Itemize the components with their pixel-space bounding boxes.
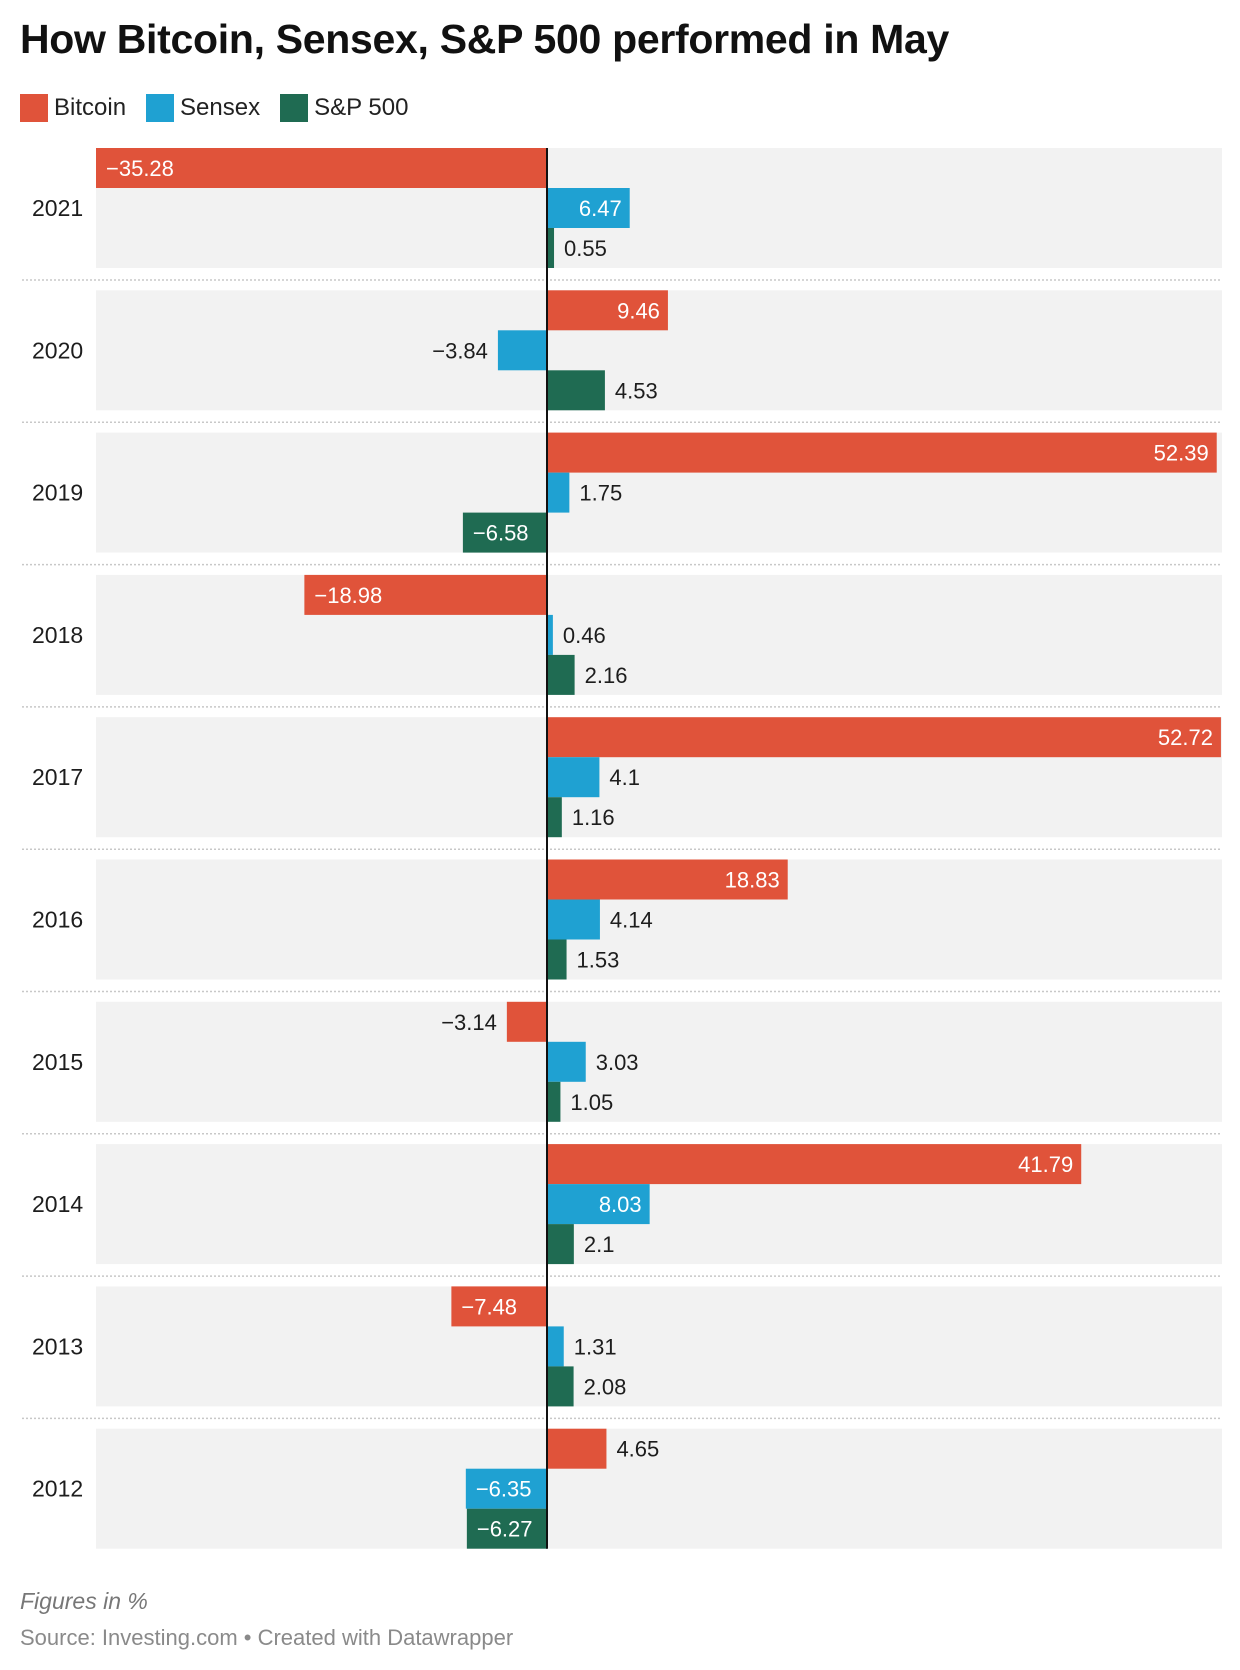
bar-sp500 <box>547 370 605 411</box>
category-label: 2020 <box>32 337 83 363</box>
bar-sp500 <box>547 1366 574 1407</box>
bar-sp500 <box>547 1224 574 1265</box>
data-label: −3.84 <box>432 338 488 363</box>
data-label: 52.39 <box>1154 441 1209 466</box>
data-label: 1.31 <box>574 1334 617 1359</box>
data-label: 41.79 <box>1018 1152 1073 1177</box>
legend-swatch-sp500 <box>280 94 309 122</box>
bar-sensex <box>547 614 553 655</box>
group-background <box>96 1001 1222 1122</box>
category-label: 2014 <box>32 1191 83 1217</box>
data-label: 1.05 <box>570 1090 613 1115</box>
bar-sensex <box>547 1326 564 1367</box>
bar-bitcoin <box>506 1001 547 1042</box>
bar-bitcoin <box>304 574 547 615</box>
legend: Bitcoin Sensex S&P 500 <box>20 94 428 122</box>
legend-label-sp500: S&P 500 <box>314 94 409 121</box>
data-label: −35.28 <box>106 156 174 181</box>
data-label: 2.16 <box>585 663 628 688</box>
bar-sensex <box>547 757 600 798</box>
bar-bitcoin <box>547 1428 607 1469</box>
data-label: −7.48 <box>461 1294 517 1319</box>
category-label: 2018 <box>32 622 83 648</box>
data-label: 3.03 <box>596 1050 639 1075</box>
data-label: 4.14 <box>610 908 653 933</box>
category-label: 2013 <box>32 1333 83 1359</box>
legend-label-sensex: Sensex <box>180 94 261 121</box>
figures-note: Figures in % <box>20 1588 148 1614</box>
category-label: 2015 <box>32 1049 83 1075</box>
bar-sensex <box>547 188 630 228</box>
data-label: −6.58 <box>473 521 529 546</box>
legend-item-bitcoin: Bitcoin <box>20 94 126 122</box>
category-label: 2017 <box>32 764 83 790</box>
legend-swatch-bitcoin <box>20 94 48 122</box>
bar-sp500 <box>547 797 562 838</box>
group-background <box>96 1286 1222 1407</box>
group-background <box>96 574 1222 695</box>
data-label: 52.72 <box>1158 725 1213 750</box>
data-label: 0.46 <box>563 623 606 648</box>
bar-sensex <box>465 1468 547 1509</box>
data-label: 18.83 <box>725 868 780 893</box>
bar-sensex <box>547 1041 586 1082</box>
bar-bitcoin <box>547 717 1221 758</box>
bar-sensex <box>547 472 570 513</box>
bar-sp500 <box>547 654 575 695</box>
legend-swatch-sensex <box>146 94 175 122</box>
data-label: 9.46 <box>617 298 660 323</box>
bar-sp500 <box>547 228 555 268</box>
bar-bitcoin <box>96 148 547 188</box>
bar-sp500 <box>462 512 547 553</box>
category-label: 2012 <box>32 1476 83 1502</box>
legend-label-bitcoin: Bitcoin <box>54 94 127 121</box>
data-label: 6.47 <box>579 196 622 221</box>
bar-bitcoin <box>451 1286 547 1327</box>
bar-bitcoin <box>547 1144 1082 1185</box>
data-label: 2.08 <box>584 1374 627 1399</box>
bar-sensex <box>547 1184 650 1225</box>
bar-sp500 <box>547 939 567 980</box>
data-label: −3.14 <box>441 1010 497 1035</box>
bar-bitcoin <box>547 432 1217 473</box>
category-label: 2019 <box>32 480 83 506</box>
data-label: 0.55 <box>564 236 607 261</box>
bar-bitcoin <box>547 859 788 900</box>
data-label: 4.65 <box>616 1437 659 1462</box>
source-credit: Source: Investing.com • Created with Dat… <box>20 1625 514 1650</box>
group-background <box>96 1428 1222 1549</box>
bar-bitcoin <box>547 290 668 331</box>
legend-item-sensex: Sensex <box>146 94 260 122</box>
data-label: −18.98 <box>314 583 382 608</box>
data-label: 1.16 <box>572 805 615 830</box>
data-label: 4.1 <box>609 765 640 790</box>
data-label: −6.35 <box>476 1477 532 1502</box>
bar-sensex <box>547 899 600 940</box>
legend-item-sp500: S&P 500 <box>280 94 408 122</box>
bar-sp500 <box>466 1508 547 1549</box>
category-label: 2021 <box>32 195 83 221</box>
bar-sensex <box>497 330 547 371</box>
category-label: 2016 <box>32 907 83 933</box>
bar-chart: 2021 −35.28 6.47 0.55 2020 9.46 −3.84 4.53 2019 5… <box>22 148 1222 1549</box>
data-label: 8.03 <box>599 1192 642 1217</box>
data-label: 1.53 <box>577 948 620 973</box>
data-label: −6.27 <box>477 1517 533 1542</box>
data-label: 4.53 <box>615 378 658 403</box>
data-label: 2.1 <box>584 1232 615 1257</box>
bar-sp500 <box>547 1081 561 1122</box>
chart-title: How Bitcoin, Sensex, S&P 500 performed i… <box>20 16 950 62</box>
data-label: 1.75 <box>579 481 622 506</box>
